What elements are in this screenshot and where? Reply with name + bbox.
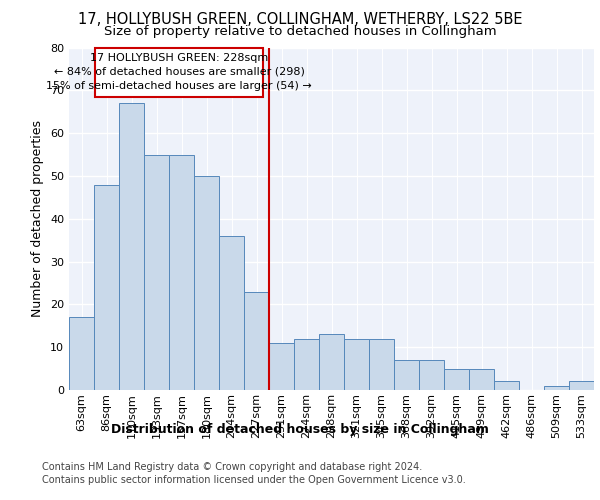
Text: Size of property relative to detached houses in Collingham: Size of property relative to detached ho… [104, 25, 496, 38]
Bar [469, 368, 494, 390]
Text: 17, HOLLYBUSH GREEN, COLLINGHAM, WETHERBY, LS22 5BE: 17, HOLLYBUSH GREEN, COLLINGHAM, WETHERB… [78, 12, 522, 28]
Bar [294, 338, 319, 390]
Bar [369, 338, 394, 390]
Text: Contains public sector information licensed under the Open Government Licence v3: Contains public sector information licen… [42, 475, 466, 485]
Bar [344, 338, 369, 390]
Bar [94, 184, 119, 390]
Bar [494, 382, 519, 390]
Y-axis label: Number of detached properties: Number of detached properties [31, 120, 44, 318]
Bar [194, 176, 219, 390]
Text: 15% of semi-detached houses are larger (54) →: 15% of semi-detached houses are larger (… [46, 81, 312, 91]
Bar [444, 368, 469, 390]
Bar [69, 317, 94, 390]
Text: Distribution of detached houses by size in Collingham: Distribution of detached houses by size … [111, 422, 489, 436]
Bar [394, 360, 419, 390]
Bar [244, 292, 269, 390]
Bar [319, 334, 344, 390]
Bar [219, 236, 244, 390]
Text: 17 HOLLYBUSH GREEN: 228sqm: 17 HOLLYBUSH GREEN: 228sqm [90, 52, 268, 62]
Text: ← 84% of detached houses are smaller (298): ← 84% of detached houses are smaller (29… [53, 67, 304, 77]
Bar [419, 360, 444, 390]
Bar [169, 154, 194, 390]
Bar [144, 154, 169, 390]
Bar [119, 103, 144, 390]
Bar [269, 343, 294, 390]
Text: Contains HM Land Registry data © Crown copyright and database right 2024.: Contains HM Land Registry data © Crown c… [42, 462, 422, 472]
Bar [544, 386, 569, 390]
Bar [95, 48, 263, 96]
Bar [569, 382, 594, 390]
